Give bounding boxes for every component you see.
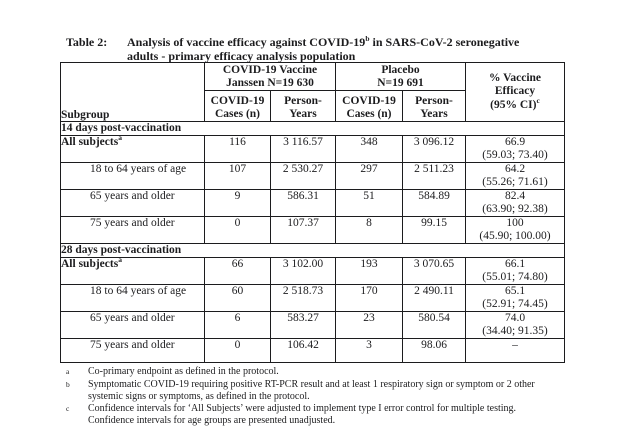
col-header-vaccine-efficacy: % Vaccine Efficacy (95% CI)c <box>465 62 565 122</box>
placebo-cases-cell: 297 <box>335 162 403 190</box>
footnote-ref-a: a <box>118 135 122 143</box>
vaccine-efficacy-cell: 65.1 (52.91; 74.45) <box>465 284 565 312</box>
table-row: 75 years and older 0 106.42 3 98.06 – <box>60 338 565 363</box>
placebo-cases-cell: 193 <box>335 257 403 285</box>
placebo-cases-cell: 348 <box>335 135 403 163</box>
col-header-vaccine-person-years: Person- Years <box>270 90 336 122</box>
header-row-groups: Subgroup COVID-19 Vaccine Janssen N=19 6… <box>60 62 565 122</box>
footnote-marker: b <box>66 379 70 389</box>
footnote-text: Confidence intervals for ‘All Subjects’ … <box>88 403 517 427</box>
col-group-placebo: Placebo N=19 691 <box>335 62 466 91</box>
footnote-text: Co-primary endpoint as defined in the pr… <box>88 366 279 377</box>
footnote-c: c Confidence intervals for ‘All Subjects… <box>66 403 566 427</box>
vaccine-cases-cell: 6 <box>204 311 271 339</box>
vaccine-cases-cell: 9 <box>204 189 271 217</box>
vaccine-cases-cell: 66 <box>204 257 271 285</box>
vaccine-cases-cell: 116 <box>204 135 271 163</box>
vaccine-efficacy-cell: 82.4 (63.90; 92.38) <box>465 189 565 217</box>
footnote-marker: c <box>66 404 70 414</box>
placebo-person-years-cell: 98.06 <box>402 338 466 363</box>
vaccine-person-years-cell: 107.37 <box>270 216 336 244</box>
subgroup-cell: 75 years and older <box>60 216 205 244</box>
table-caption-text: Analysis of vaccine efficacy against COV… <box>127 34 547 63</box>
subgroup-cell: 65 years and older <box>60 189 205 217</box>
footnote-ref-c: c <box>536 95 540 105</box>
col-header-placebo-cases: COVID-19 Cases (n) <box>335 90 403 122</box>
vaccine-person-years-cell: 586.31 <box>270 189 336 217</box>
col-group-vaccine: COVID-19 Vaccine Janssen N=19 630 <box>204 62 336 91</box>
table-caption-label: Table 2: <box>66 35 108 49</box>
vaccine-person-years-cell: 2 530.27 <box>270 162 336 190</box>
header-row-measures: COVID-19 Cases (n) Person- Years COVID-1… <box>61 90 565 122</box>
subgroup-cell: All subjectsa <box>60 135 205 163</box>
vaccine-person-years-cell: 106.42 <box>270 338 336 363</box>
footnote-marker: a <box>66 367 70 376</box>
footnote-text: Symptomatic COVID-19 requiring positive … <box>88 378 535 402</box>
table-row: 18 to 64 years of age 107 2 530.27 297 2… <box>60 162 565 190</box>
placebo-cases-cell: 170 <box>335 284 403 312</box>
vaccine-person-years-cell: 2 518.73 <box>270 284 336 312</box>
col-header-vaccine-cases: COVID-19 Cases (n) <box>204 90 271 122</box>
vaccine-efficacy-cell: 100 (45.90; 100.00) <box>465 216 565 244</box>
table-row: 65 years and older 6 583.27 23 580.54 74… <box>60 311 565 339</box>
placebo-cases-cell: 8 <box>335 216 403 244</box>
placebo-person-years-cell: 3 070.65 <box>402 257 466 285</box>
vaccine-efficacy-cell: 66.1 (55.01; 74.80) <box>465 257 565 285</box>
placebo-person-years-cell: 3 096.12 <box>402 135 466 163</box>
col-header-placebo-person-years: Person- Years <box>402 90 466 122</box>
efficacy-table: Subgroup COVID-19 Vaccine Janssen N=19 6… <box>60 62 565 363</box>
section-label: 28 days post-vaccination <box>60 243 565 258</box>
placebo-person-years-cell: 580.54 <box>402 311 466 339</box>
caption-line-2: adults - primary efficacy analysis popul… <box>127 48 356 63</box>
caption-line-1: Analysis of vaccine efficacy against COV… <box>127 34 520 49</box>
table-row: 65 years and older 9 586.31 51 584.89 82… <box>60 189 565 217</box>
col-header-subgroup: Subgroup <box>60 62 205 122</box>
subgroup-cell: 75 years and older <box>60 338 205 363</box>
vaccine-efficacy-cell: – <box>465 338 565 363</box>
vaccine-efficacy-cell: 66.9 (59.03; 73.40) <box>465 135 565 163</box>
table-caption: Table 2: Analysis of vaccine efficacy ag… <box>66 34 547 63</box>
placebo-person-years-cell: 2 511.23 <box>402 162 466 190</box>
vaccine-cases-cell: 60 <box>204 284 271 312</box>
footnote-ref-b: b <box>365 34 370 43</box>
section-label: 14 days post-vaccination <box>60 121 565 136</box>
vaccine-efficacy-cell: 64.2 (55.26; 71.61) <box>465 162 565 190</box>
footnotes: a Co-primary endpoint as defined in the … <box>66 366 566 428</box>
vaccine-person-years-cell: 3 116.57 <box>270 135 336 163</box>
footnote-a: a Co-primary endpoint as defined in the … <box>66 366 566 378</box>
vaccine-person-years-cell: 3 102.00 <box>270 257 336 285</box>
placebo-cases-cell: 3 <box>335 338 403 363</box>
vaccine-cases-cell: 0 <box>204 338 271 363</box>
table-row: 18 to 64 years of age 60 2 518.73 170 2 … <box>60 284 565 312</box>
vaccine-efficacy-cell: 74.0 (34.40; 91.35) <box>465 311 565 339</box>
table-row: 75 years and older 0 107.37 8 99.15 100(… <box>60 216 565 244</box>
subgroup-cell: 65 years and older <box>60 311 205 339</box>
placebo-cases-cell: 23 <box>335 311 403 339</box>
subgroup-cell: 18 to 64 years of age <box>60 284 205 312</box>
placebo-person-years-cell: 99.15 <box>402 216 466 244</box>
placebo-person-years-cell: 584.89 <box>402 189 466 217</box>
vaccine-cases-cell: 0 <box>204 216 271 244</box>
vaccine-cases-cell: 107 <box>204 162 271 190</box>
footnote-b: b Symptomatic COVID-19 requiring positiv… <box>66 379 566 403</box>
table-row: All subjectsa 66 3 102.00 193 3 070.65 6… <box>60 257 565 285</box>
subgroup-cell: All subjectsa <box>60 257 205 285</box>
section-row-14-days: 14 days post-vaccination <box>60 121 565 136</box>
vaccine-person-years-cell: 583.27 <box>270 311 336 339</box>
table-row: All subjectsa 116 3 116.57 348 3 096.12 … <box>60 135 565 163</box>
section-row-28-days: 28 days post-vaccination <box>60 243 565 258</box>
placebo-cases-cell: 51 <box>335 189 403 217</box>
subgroup-cell: 18 to 64 years of age <box>60 162 205 190</box>
placebo-person-years-cell: 2 490.11 <box>402 284 466 312</box>
footnote-ref-a: a <box>118 257 122 265</box>
